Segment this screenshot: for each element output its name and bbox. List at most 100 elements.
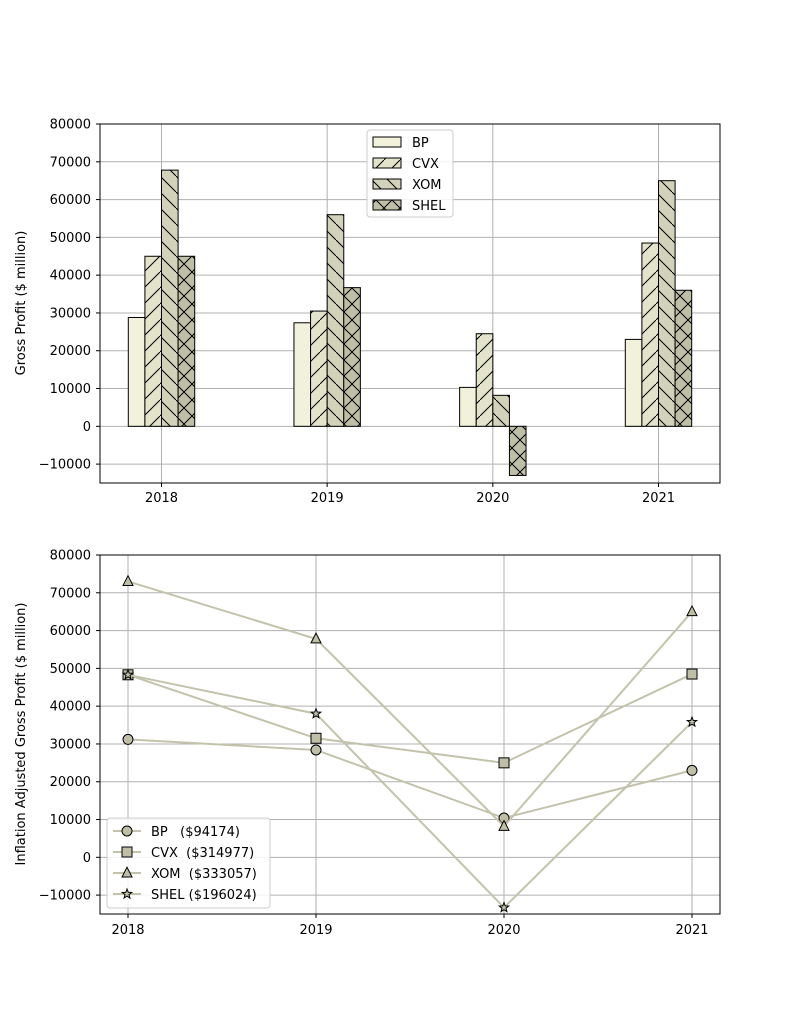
line-chart-y-tick-label: 50000: [50, 662, 91, 677]
line-series-xom: [122, 574, 698, 831]
bar-chart-y-tick-label: 20000: [50, 344, 91, 359]
bar-fill: [459, 387, 477, 427]
line-legend-item-shel: SHEL ($196024): [113, 887, 257, 903]
legend-label: BP ($94174): [151, 825, 240, 840]
point-xom-2021: [686, 604, 698, 617]
line-chart-y-tick-label: 0: [83, 851, 91, 866]
line-chart-y-tick-label: 10000: [50, 813, 91, 828]
line-chart-x-tick-label: 2020: [487, 923, 520, 938]
bar-shel-2019: [343, 287, 361, 427]
line-legend-item-bp: BP ($94174): [113, 825, 240, 840]
bar-xom-2019: [326, 214, 345, 427]
point-cvx-2020: [498, 757, 510, 769]
bar-bp-2021: [624, 338, 643, 427]
bar-chart: −10000 0 10000 20000 30000 40000 50000 60000 700…: [14, 118, 721, 506]
bar-chart-x-tick-label: 2021: [642, 491, 675, 506]
legend-marker: [121, 825, 133, 837]
line-chart-y-tick-label: 70000: [50, 586, 91, 601]
bar-chart-legend: BP CVX XOM SHEL: [366, 129, 454, 218]
line-legend-frame: [106, 817, 271, 909]
point-shel-2019: [309, 707, 323, 719]
bar-chart-y-axis-label: Gross Profit ($ million): [14, 231, 29, 376]
line-series-bp: [122, 733, 698, 824]
bar-shel-2018: [177, 255, 196, 427]
legend-label: SHEL ($196024): [151, 888, 257, 903]
bar-bp-2019: [293, 322, 312, 427]
line-legend-item-cvx: CVX ($314977): [113, 846, 254, 861]
point-bp-2019: [310, 744, 322, 756]
bar-outline: [641, 242, 660, 427]
bar-legend-item-cvx: CVX: [372, 157, 439, 172]
point-shel-2021: [685, 715, 699, 728]
bar-fill: [293, 322, 311, 427]
point-xom-2018: [122, 574, 134, 586]
bar-outline: [177, 255, 196, 427]
bar-cvx-2019: [310, 310, 328, 427]
bar-chart-y-tick-label: 40000: [50, 269, 91, 284]
bar-outline: [326, 214, 345, 427]
series-line-xom: [127, 580, 693, 828]
line-chart-y-tick-label: 20000: [50, 775, 91, 790]
bar-chart-y-tick-label: 50000: [50, 231, 91, 246]
legend-label: CVX ($314977): [151, 846, 254, 861]
legend-marker: [120, 887, 134, 900]
bar-chart-x-tick-label: 2018: [145, 491, 178, 506]
bar-legend-item-shel: SHEL: [372, 199, 446, 214]
line-series-shel: [121, 668, 699, 913]
legend-swatch: [372, 157, 402, 169]
bar-chart-y-tick-label: 60000: [50, 193, 91, 208]
bar-chart-y-tick-label: 10000: [50, 382, 91, 397]
bar-bp-2018: [127, 316, 146, 427]
bar-outline: [161, 169, 179, 427]
line-chart-axes: −10000 0 10000 20000 30000 40000 50000 60000 700…: [39, 549, 721, 938]
line-series-cvx: [122, 668, 698, 769]
line-chart-y-tick-label: 60000: [50, 624, 91, 639]
legend-swatch: [372, 178, 402, 190]
legend-label: SHEL: [412, 199, 446, 214]
line-chart-y-axis-label: Inflation Adjusted Gross Profit ($ milli…: [14, 603, 29, 866]
bar-chart-y-tick-label: 80000: [50, 118, 91, 133]
point-shel-2020: [497, 901, 511, 913]
legend-swatch: [372, 199, 402, 211]
line-chart-frame: [99, 554, 721, 915]
bar-outline: [492, 394, 510, 427]
line-chart-y-tick-label: −10000: [39, 889, 91, 904]
bar-chart-y-tick-label: 30000: [50, 306, 91, 321]
bar-legend-item-bp: BP: [372, 136, 429, 151]
bar-outline: [343, 287, 361, 427]
legend-label: CVX: [412, 157, 439, 172]
series-line-cvx: [127, 673, 693, 764]
line-chart-y-tick-label: 30000: [50, 737, 91, 752]
line-chart-x-tick-label: 2021: [675, 923, 708, 938]
bar-chart-y-tick-label: 70000: [50, 155, 91, 170]
bar-xom-2020: [492, 394, 510, 427]
point-xom-2020: [498, 819, 510, 831]
bar-cvx-2018: [144, 255, 162, 427]
bar-cvx-2020: [475, 333, 494, 427]
line-legend-item-xom: XOM ($333057): [113, 866, 257, 882]
point-cvx-2019: [310, 732, 322, 744]
line-chart-legend: BP ($94174) CVX ($314977) XOM ($333057) SHE…: [106, 817, 271, 909]
line-chart-x-tick-label: 2019: [299, 923, 332, 938]
series-line-bp: [127, 738, 693, 820]
bar-outline: [658, 180, 676, 427]
point-xom-2019: [310, 632, 322, 644]
bar-bp-2020: [459, 386, 477, 427]
bar-outline: [508, 425, 527, 476]
bar-legend-frame: [366, 129, 454, 218]
point-shel-2018: [121, 668, 135, 680]
bar-chart-axes: −10000 0 10000 20000 30000 40000 50000 60000 700…: [39, 118, 721, 506]
legend-marker: [121, 846, 133, 858]
series-line-shel: [127, 673, 693, 909]
legend-label: XOM ($333057): [151, 867, 257, 882]
bar-outline: [475, 333, 494, 427]
bar-chart-frame: [99, 123, 721, 484]
line-chart-series: [121, 574, 699, 913]
line-chart-x-tick-label: 2018: [111, 923, 144, 938]
point-bp-2018: [122, 733, 134, 745]
bar-chart-bars: [127, 169, 693, 476]
bar-xom-2018: [161, 169, 179, 427]
bar-shel-2021: [674, 289, 693, 427]
bar-fill: [625, 339, 642, 427]
